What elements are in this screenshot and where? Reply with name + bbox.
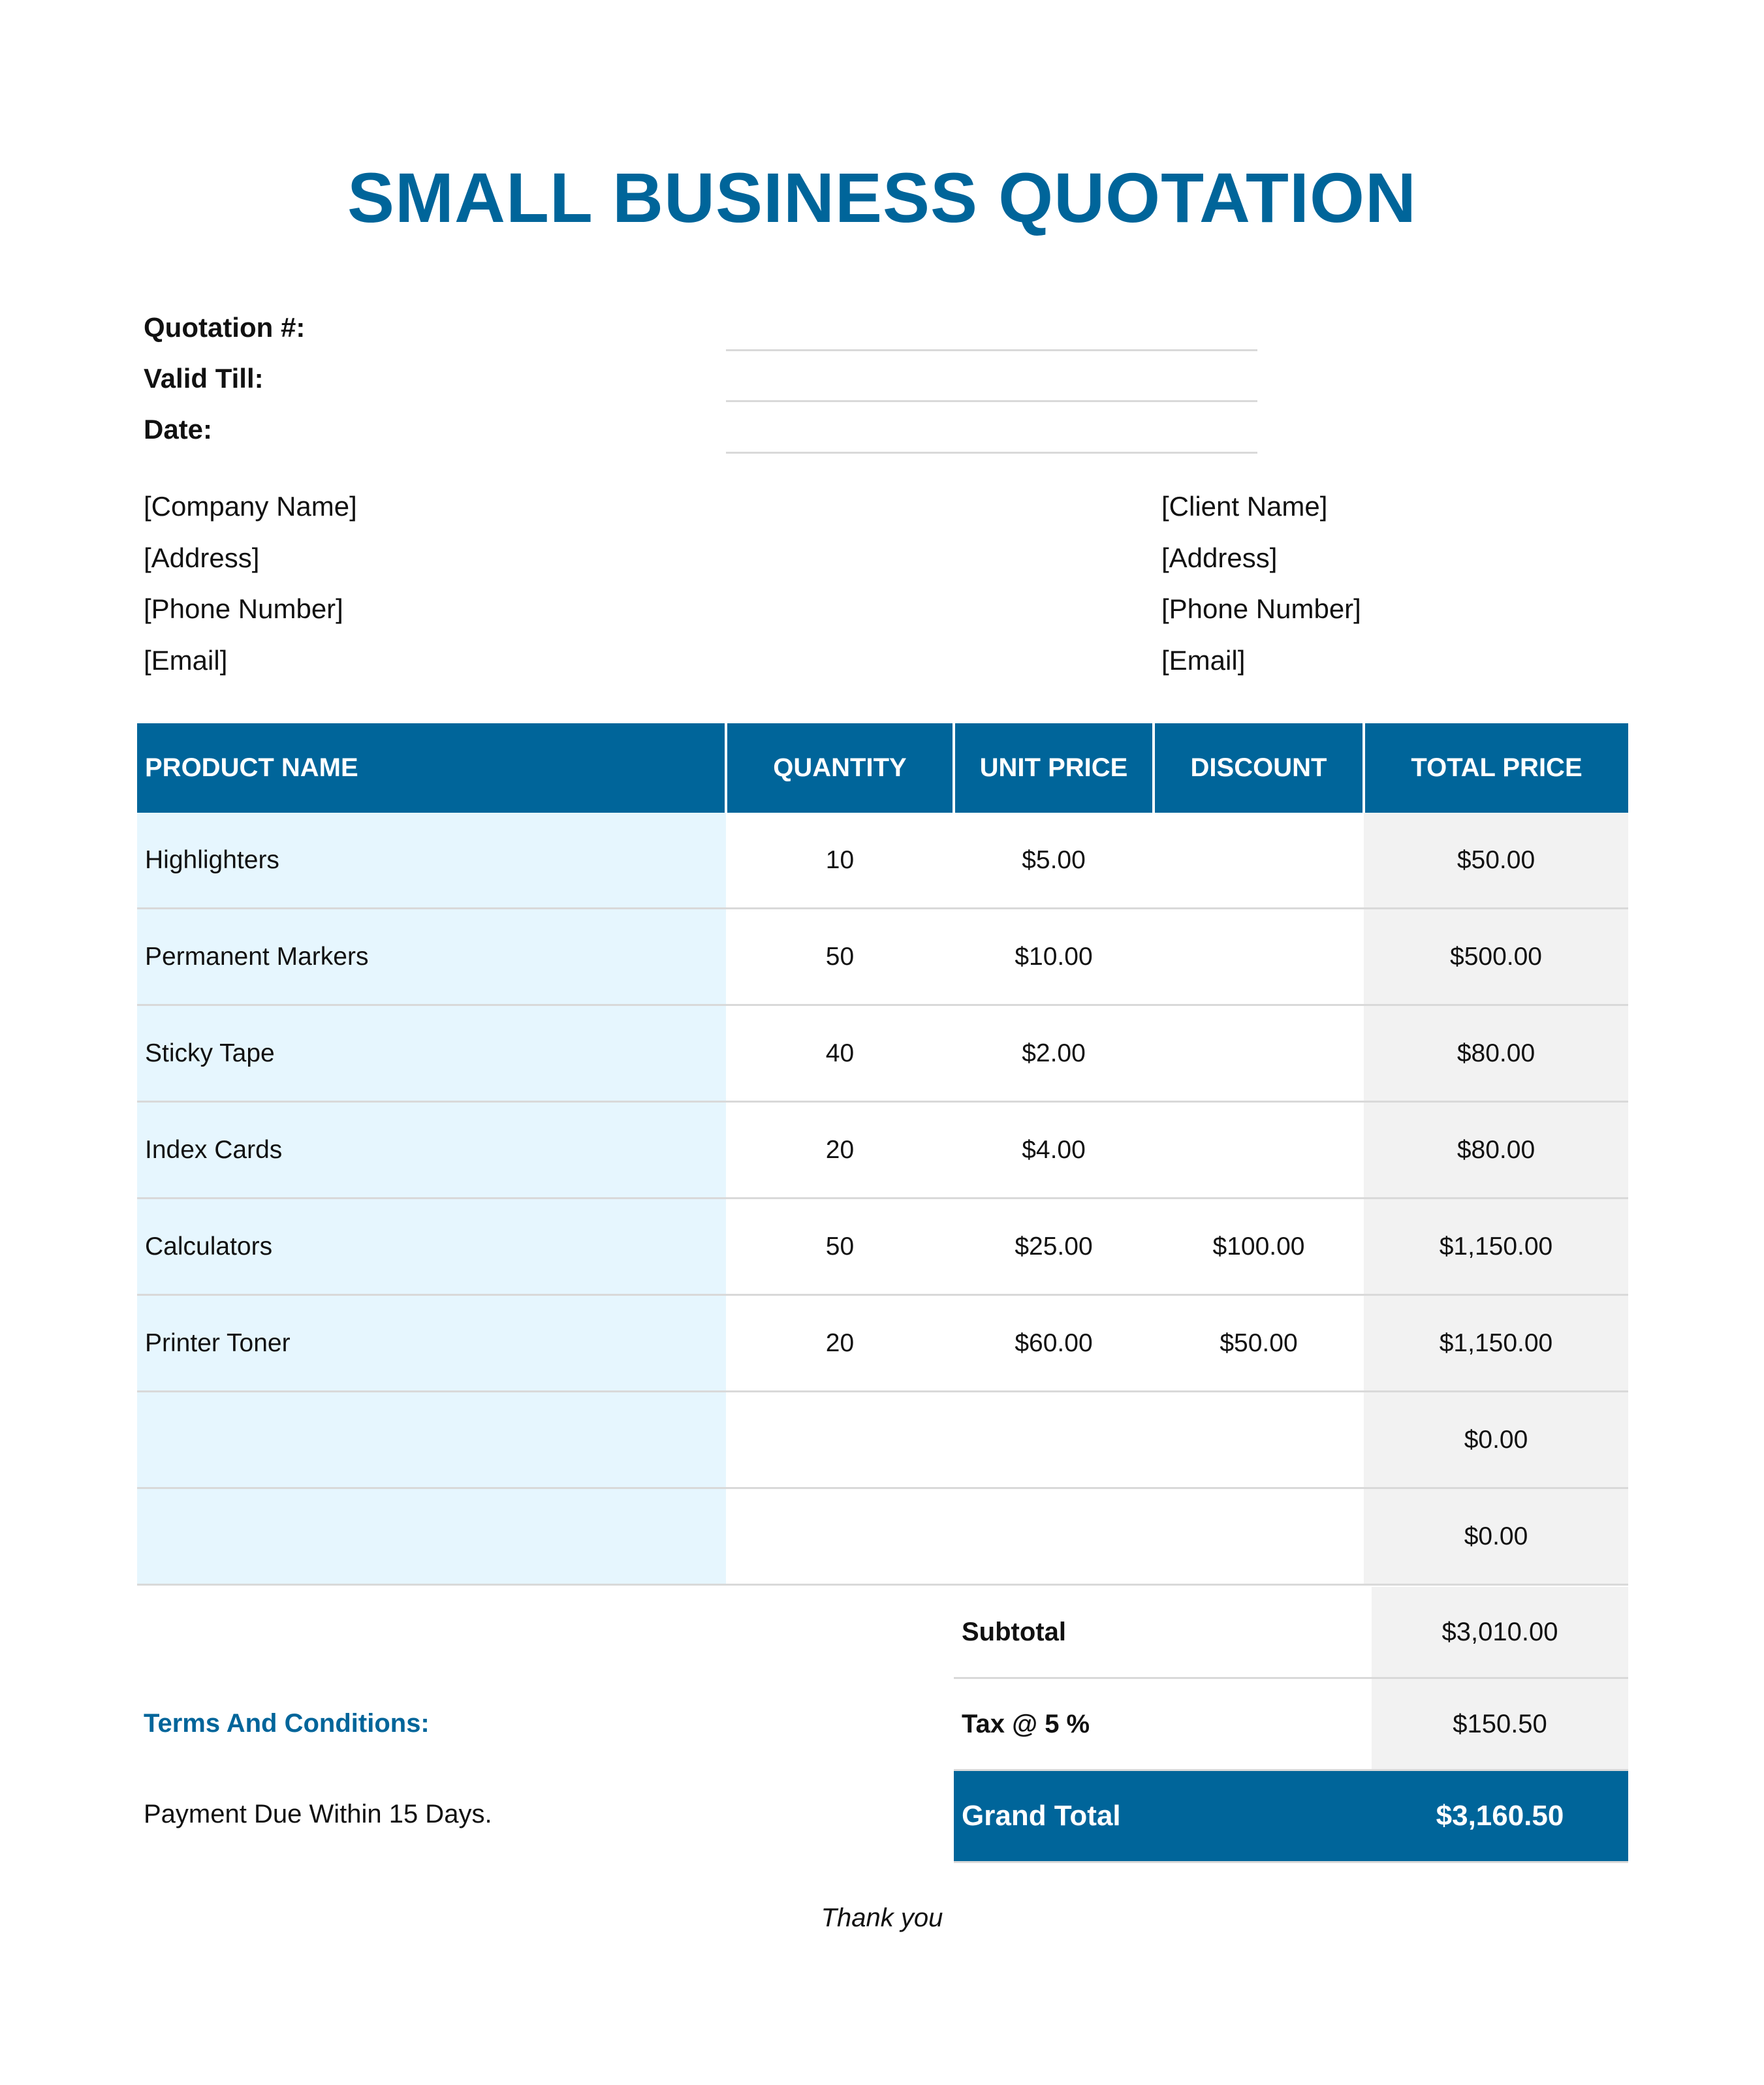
terms-text: Payment Due Within 15 Days. (144, 1800, 492, 1828)
tax-label: Tax @ 5 % (962, 1709, 1090, 1738)
discount-cell[interactable]: $50.00 (1154, 1294, 1364, 1392)
subtotal-label: Subtotal (962, 1617, 1066, 1646)
quantity-cell[interactable] (726, 1391, 954, 1489)
table-row: Sticky Tape 40 $2.00 $80.00 (137, 1005, 1628, 1103)
discount-cell[interactable] (1154, 908, 1364, 1006)
total-price-cell[interactable]: $50.00 (1364, 813, 1628, 909)
valid-till-field[interactable] (726, 400, 1257, 402)
quotation-number-field[interactable] (726, 349, 1257, 351)
product-name-cell[interactable]: Calculators (137, 1198, 726, 1296)
header-quantity: QUANTITY (725, 723, 954, 813)
client-phone: [Phone Number] (1161, 593, 1361, 624)
client-email: [Email] (1161, 645, 1246, 676)
thank-you-note: Thank you (821, 1904, 943, 1932)
table-row: Permanent Markers 50 $10.00 $500.00 (137, 908, 1628, 1006)
terms-heading: Terms And Conditions: (144, 1709, 430, 1738)
product-name-cell[interactable]: Sticky Tape (137, 1005, 726, 1103)
unit-price-cell[interactable]: $25.00 (954, 1198, 1154, 1296)
discount-cell[interactable] (1154, 1005, 1364, 1103)
quotation-table: PRODUCT NAME QUANTITY UNIT PRICE DISCOUN… (137, 723, 1628, 1586)
product-name-cell[interactable] (137, 1488, 726, 1586)
table-row: Index Cards 20 $4.00 $80.00 (137, 1101, 1628, 1199)
discount-cell[interactable] (1154, 1101, 1364, 1199)
quantity-cell[interactable] (726, 1488, 954, 1586)
summary-block: Subtotal $3,010.00 Tax @ 5 % $150.50 Gra… (954, 1587, 1628, 1863)
unit-price-cell[interactable] (954, 1391, 1154, 1489)
valid-till-label: Valid Till: (144, 363, 264, 394)
total-price-cell[interactable]: $0.00 (1364, 1391, 1628, 1489)
discount-cell[interactable] (1154, 813, 1364, 909)
unit-price-cell[interactable]: $60.00 (954, 1294, 1154, 1392)
grand-total-label: Grand Total (962, 1800, 1121, 1832)
product-name-cell[interactable]: Permanent Markers (137, 908, 726, 1006)
quantity-cell[interactable]: 40 (726, 1005, 954, 1103)
total-price-cell[interactable]: $80.00 (1364, 1101, 1628, 1199)
page-title: SMALL BUSINESS QUOTATION (347, 158, 1417, 237)
discount-cell[interactable] (1154, 1391, 1364, 1489)
tax-row: Tax @ 5 % $150.50 (954, 1679, 1628, 1771)
product-name-cell[interactable] (137, 1391, 726, 1489)
discount-cell[interactable]: $100.00 (1154, 1198, 1364, 1296)
tax-value: $150.50 (1372, 1679, 1628, 1769)
unit-price-cell[interactable] (954, 1488, 1154, 1586)
product-name-cell[interactable]: Printer Toner (137, 1294, 726, 1392)
product-name-cell[interactable]: Index Cards (137, 1101, 726, 1199)
table-row: $0.00 (137, 1391, 1628, 1489)
table-row: Calculators 50 $25.00 $100.00 $1,150.00 (137, 1198, 1628, 1296)
quotation-number-label: Quotation #: (144, 312, 306, 343)
product-name-cell[interactable]: Highlighters (137, 813, 726, 909)
unit-price-cell[interactable]: $10.00 (954, 908, 1154, 1006)
unit-price-cell[interactable]: $2.00 (954, 1005, 1154, 1103)
header-unit-price: UNIT PRICE (953, 723, 1154, 813)
quantity-cell[interactable]: 20 (726, 1294, 954, 1392)
company-name: [Company Name] (144, 491, 357, 522)
total-price-cell[interactable]: $1,150.00 (1364, 1198, 1628, 1296)
date-label: Date: (144, 414, 213, 445)
table-row: Printer Toner 20 $60.00 $50.00 $1,150.00 (137, 1294, 1628, 1392)
quantity-cell[interactable]: 50 (726, 1198, 954, 1296)
total-price-cell[interactable]: $500.00 (1364, 908, 1628, 1006)
quantity-cell[interactable]: 20 (726, 1101, 954, 1199)
total-price-cell[interactable]: $1,150.00 (1364, 1294, 1628, 1392)
unit-price-cell[interactable]: $5.00 (954, 813, 1154, 909)
grand-total-row: Grand Total $3,160.50 (954, 1771, 1628, 1863)
unit-price-cell[interactable]: $4.00 (954, 1101, 1154, 1199)
table-row: Highlighters 10 $5.00 $50.00 (137, 813, 1628, 909)
subtotal-value: $3,010.00 (1372, 1587, 1628, 1677)
table-row: $0.00 (137, 1488, 1628, 1586)
header-discount: DISCOUNT (1152, 723, 1364, 813)
subtotal-row: Subtotal $3,010.00 (954, 1587, 1628, 1679)
discount-cell[interactable] (1154, 1488, 1364, 1586)
company-address: [Address] (144, 542, 260, 573)
total-price-cell[interactable]: $0.00 (1364, 1488, 1628, 1586)
client-address: [Address] (1161, 542, 1278, 573)
header-total-price: TOTAL PRICE (1362, 723, 1628, 813)
date-field[interactable] (726, 452, 1257, 454)
table-header-row: PRODUCT NAME QUANTITY UNIT PRICE DISCOUN… (137, 723, 1628, 813)
client-name: [Client Name] (1161, 491, 1328, 522)
quantity-cell[interactable]: 10 (726, 813, 954, 909)
grand-total-value: $3,160.50 (1372, 1771, 1628, 1861)
header-product-name: PRODUCT NAME (137, 723, 726, 813)
total-price-cell[interactable]: $80.00 (1364, 1005, 1628, 1103)
quantity-cell[interactable]: 50 (726, 908, 954, 1006)
company-phone: [Phone Number] (144, 593, 343, 624)
company-email: [Email] (144, 645, 228, 676)
